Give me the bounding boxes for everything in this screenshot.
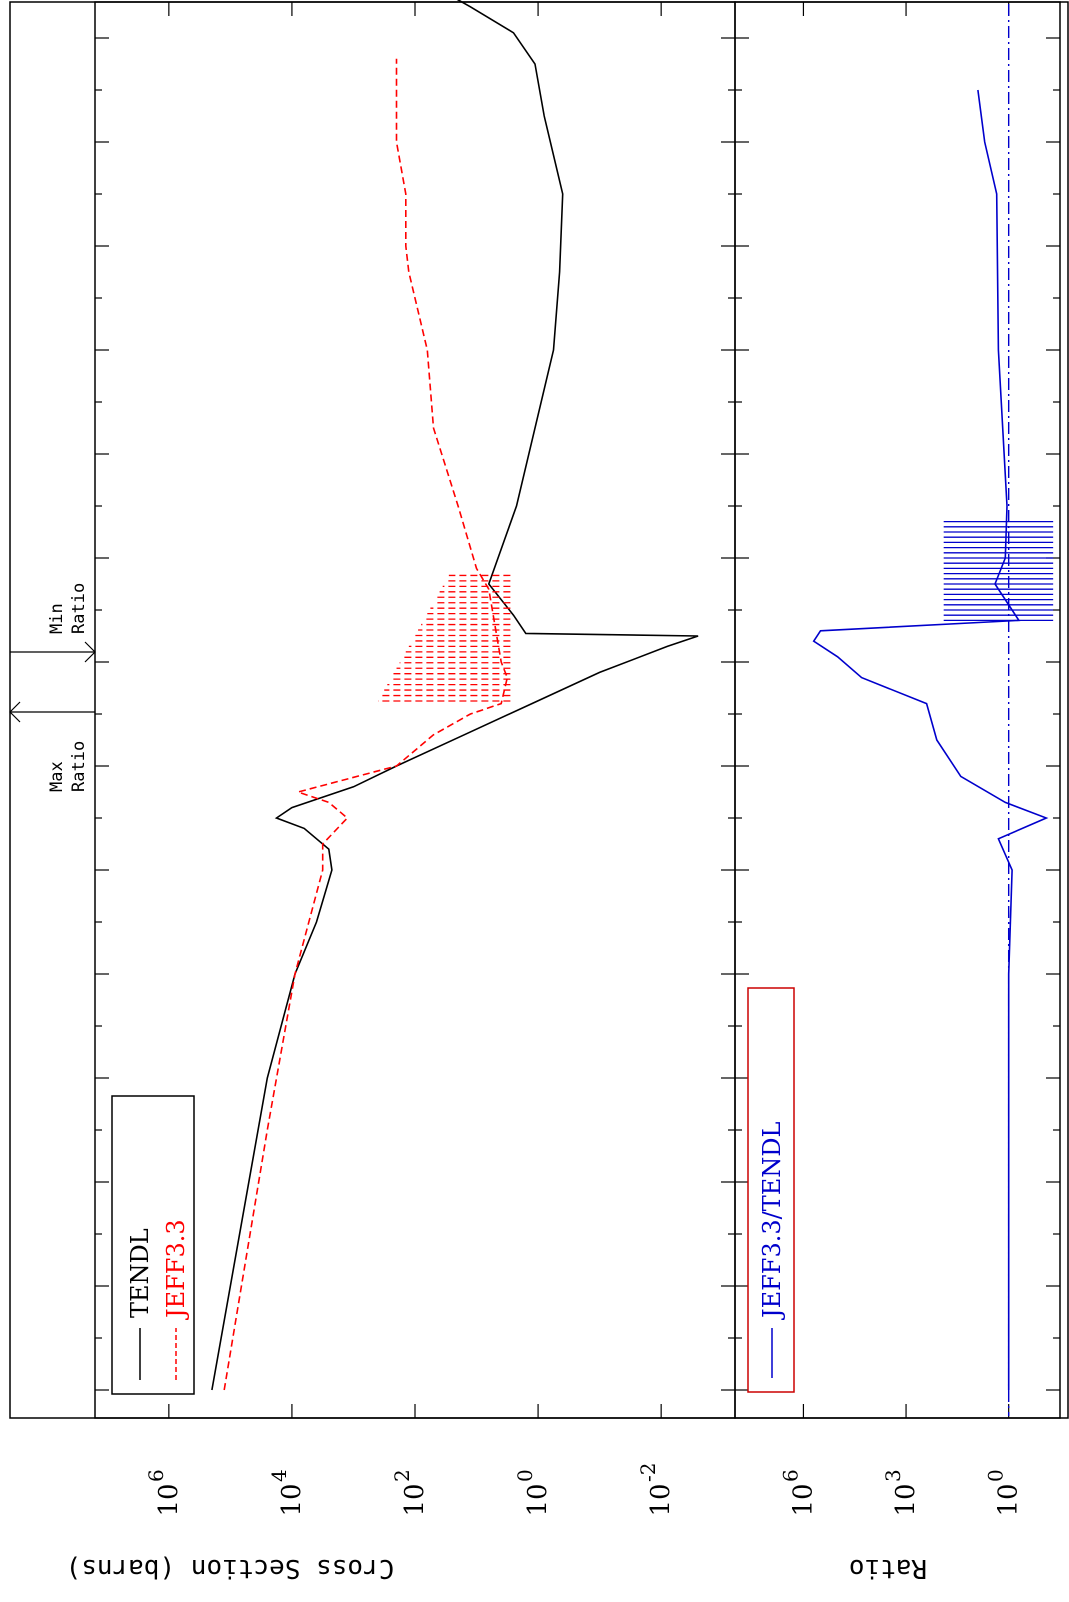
y-tick-label-base: 10 <box>891 1483 921 1516</box>
y-tick-label: 106 <box>778 1469 818 1516</box>
max-ratio-label-line1: Max <box>47 761 67 792</box>
series-tendl <box>211 0 699 1391</box>
y-tick-label-base: 10 <box>788 1483 818 1516</box>
y-tick-label-exp: 6 <box>778 1469 802 1482</box>
y-tick-label-base: 10 <box>994 1483 1024 1516</box>
y-tick-label-exp: 0 <box>984 1469 1008 1482</box>
y-tick-label-exp: 0 <box>513 1469 537 1482</box>
series-jeff3-3 <box>223 58 509 1391</box>
ratio-legend-box <box>747 987 795 1393</box>
cross-section-ylabel: Cross Section (barns) <box>66 1553 395 1583</box>
y-tick-label: 10-2 <box>636 1463 676 1517</box>
y-tick-label: 100 <box>984 1469 1024 1516</box>
min-ratio-label-line1: Min <box>47 603 67 634</box>
y-tick-label-exp: 4 <box>267 1469 291 1482</box>
y-tick-label: 106 <box>144 1469 184 1516</box>
max-ratio-label-line2: Ratio <box>69 741 89 792</box>
y-tick-label-exp: 6 <box>144 1469 168 1482</box>
y-tick-label-base: 10 <box>277 1483 307 1516</box>
y-tick-label: 103 <box>881 1469 921 1516</box>
y-tick-label-exp: 3 <box>881 1469 905 1482</box>
cross-section-legend-box <box>111 1095 195 1395</box>
y-tick-label: 100 <box>513 1469 553 1516</box>
axis-ticks <box>95 2 1060 1418</box>
y-tick-label-base: 10 <box>646 1483 676 1516</box>
y-tick-label-base: 10 <box>154 1483 184 1516</box>
series-layer <box>211 0 1054 1416</box>
series-jeff3-3-tendl <box>812 89 1049 1390</box>
y-tick-label-base: 10 <box>523 1483 553 1516</box>
y-tick-label: 102 <box>390 1469 430 1516</box>
legend-tendl-label: TENDL <box>126 1228 154 1318</box>
y-tick-label-exp: -2 <box>636 1463 660 1482</box>
y-tick-label: 104 <box>267 1469 307 1516</box>
y-tick-label-exp: 2 <box>390 1469 414 1482</box>
min-ratio-label-line2: Ratio <box>69 583 89 634</box>
legend-jeff-label: JEFF3.3 <box>162 1219 190 1321</box>
y-tick-label-base: 10 <box>400 1483 430 1516</box>
ratio-ylabel: Ratio <box>849 1553 927 1583</box>
min-ratio-arrow-head <box>84 641 96 663</box>
max-ratio-arrow-head <box>9 701 21 723</box>
legend-ratio-label: JEFF3.3/TENDL <box>758 1122 786 1321</box>
ratio-plot-frame <box>734 1 1061 1419</box>
